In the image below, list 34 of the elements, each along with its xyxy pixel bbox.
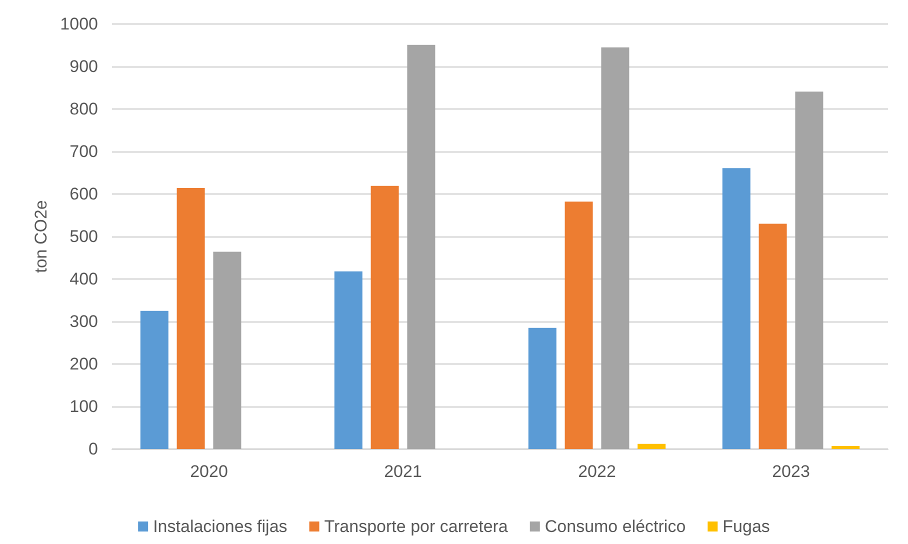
bar [528, 328, 556, 449]
bar [638, 444, 666, 449]
bar [334, 271, 362, 449]
legend-label: Instalaciones fijas [153, 517, 288, 536]
y-tick-label: 800 [70, 100, 98, 118]
legend-label: Fugas [722, 517, 770, 536]
bar [176, 188, 205, 449]
bar [370, 186, 399, 449]
legend-label: Consumo eléctrico [544, 517, 686, 536]
x-tick-label: 2020 [190, 462, 228, 481]
bar [601, 47, 630, 449]
y-axis-title: ton CO2e [31, 200, 50, 273]
y-tick-label: 500 [70, 227, 98, 246]
bar [140, 310, 168, 449]
bar [795, 92, 824, 449]
y-tick-label: 100 [70, 397, 98, 416]
y-tick-label: 400 [70, 270, 98, 288]
y-tick-label: 700 [70, 142, 98, 161]
legend-label: Transporte por carretera [324, 517, 508, 536]
bar [407, 44, 436, 449]
y-tick-label: 900 [70, 57, 98, 76]
y-tick-label: 0 [88, 440, 98, 458]
bar [564, 202, 593, 449]
bar [722, 168, 750, 449]
bar [758, 224, 787, 449]
y-tick-label: 300 [70, 312, 98, 331]
y-tick-label: 600 [70, 184, 98, 204]
y-tick-label: 200 [70, 354, 98, 374]
x-tick-label: 2023 [772, 462, 810, 481]
x-tick-label: 2021 [384, 462, 422, 481]
y-tick-label: 1000 [60, 14, 98, 34]
x-tick-label: 2022 [578, 462, 616, 481]
bar [832, 446, 860, 449]
bar [213, 252, 242, 449]
